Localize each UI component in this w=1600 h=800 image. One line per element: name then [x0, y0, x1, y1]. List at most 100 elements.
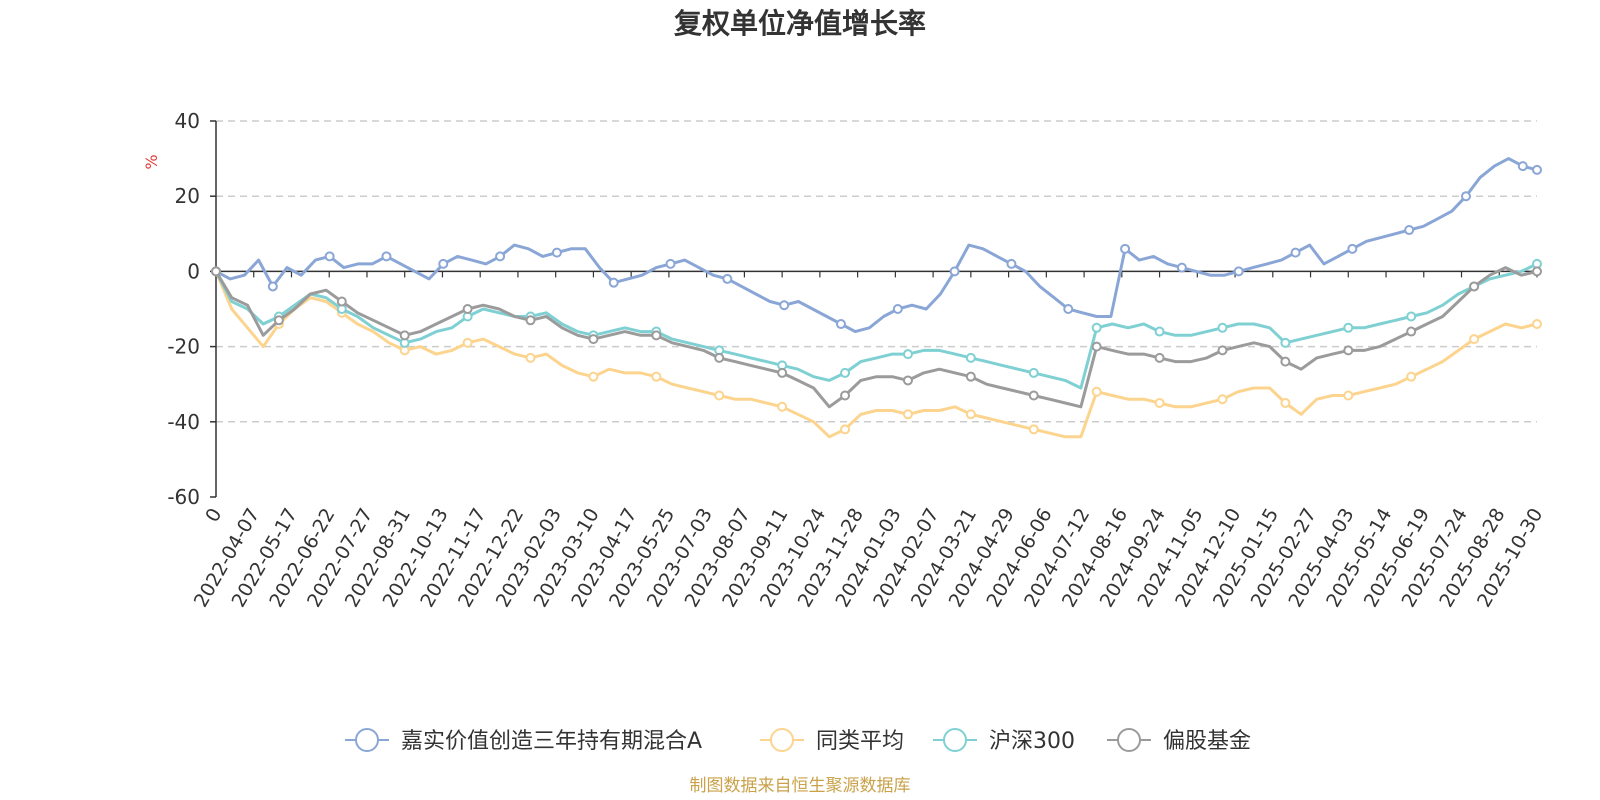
- series-point: [462, 337, 473, 348]
- axes: [210, 120, 1538, 498]
- series-point: [1406, 371, 1417, 382]
- grid-lines: [216, 120, 1537, 423]
- series-point: [651, 371, 662, 382]
- series-point: [551, 247, 562, 258]
- series-point: [1469, 334, 1480, 345]
- chart-title: 复权单位净值增长率: [674, 7, 926, 40]
- series-point: [1217, 394, 1228, 405]
- series-point: [1347, 243, 1358, 254]
- series-point: [965, 352, 976, 363]
- series-line: [214, 262, 1538, 390]
- series-point: [588, 371, 599, 382]
- series-point: [1532, 266, 1542, 277]
- series-point: [1154, 326, 1165, 337]
- series-point: [835, 319, 846, 330]
- legend-marker: [770, 728, 794, 752]
- series-point: [777, 367, 788, 378]
- series-point: [1006, 258, 1017, 269]
- legend-label: 同类平均: [816, 729, 904, 754]
- legend-marker: [355, 728, 379, 752]
- series-point: [324, 251, 335, 262]
- series-line: [214, 270, 1538, 439]
- series-point: [1091, 386, 1102, 397]
- series-point: [211, 266, 221, 277]
- y-tick-label: -40: [167, 410, 200, 434]
- series-point: [525, 352, 536, 363]
- series-point: [892, 304, 903, 314]
- series-line: [214, 266, 1538, 409]
- series-point: [840, 390, 851, 401]
- series-lines: [211, 157, 1542, 439]
- series-point: [722, 273, 733, 284]
- y-tick-label: -60: [167, 485, 200, 509]
- series-3: [211, 266, 1542, 409]
- series-point: [267, 281, 278, 292]
- legend-item-3[interactable]: 偏股基金: [1107, 728, 1251, 754]
- x-tick-label: 0: [201, 505, 226, 526]
- series-point: [1280, 356, 1291, 367]
- series-point: [1343, 345, 1354, 356]
- series-point: [273, 315, 284, 326]
- series-point: [1233, 266, 1244, 277]
- y-tick-label: 0: [187, 259, 200, 283]
- series-point: [965, 371, 976, 382]
- x-tick-labels: 02022-04-072022-05-172022-06-222022-07-2…: [190, 505, 1548, 612]
- source-note: 制图数据来自恒生聚源数据库: [690, 776, 911, 796]
- series-point: [1406, 311, 1417, 322]
- legend[interactable]: 嘉实价值创造三年持有期混合A 同类平均 沪深300 偏股基金: [345, 728, 1251, 754]
- series-point: [525, 315, 536, 326]
- series-point: [665, 258, 676, 269]
- series-point: [1154, 352, 1165, 363]
- series-0: [211, 157, 1542, 334]
- series-point: [902, 375, 913, 386]
- series-point: [1091, 322, 1102, 333]
- legend-marker: [1117, 728, 1141, 752]
- legend-label: 沪深300: [989, 729, 1075, 754]
- series-point: [1343, 390, 1354, 401]
- series-point: [840, 424, 851, 435]
- series-point: [1091, 341, 1102, 352]
- series-point: [1517, 161, 1528, 172]
- series-point: [1404, 225, 1415, 236]
- legend-item-2[interactable]: 沪深300: [933, 728, 1075, 754]
- legend-label: 偏股基金: [1163, 729, 1251, 754]
- series-point: [381, 251, 392, 262]
- series-point: [608, 277, 619, 288]
- series-point: [1469, 281, 1480, 292]
- series-point: [651, 330, 662, 341]
- series-point: [902, 409, 913, 420]
- series-point: [965, 409, 976, 420]
- series-point: [399, 330, 410, 341]
- y-axis-unit: %: [142, 154, 161, 169]
- series-point: [1290, 247, 1301, 258]
- series-point: [1460, 191, 1471, 202]
- y-tick-label: 40: [175, 109, 200, 133]
- series-line: [215, 157, 1538, 334]
- y-tick-label: -20: [167, 335, 200, 359]
- series-point: [588, 334, 599, 345]
- legend-item-0[interactable]: 嘉实价值创造三年持有期混合A: [345, 728, 702, 754]
- series-point: [1280, 398, 1291, 408]
- series-point: [777, 401, 788, 412]
- series-point: [1217, 322, 1228, 333]
- series-point: [714, 352, 725, 363]
- series-point: [1532, 164, 1542, 175]
- series-point: [1154, 398, 1165, 408]
- series-point: [714, 390, 725, 401]
- series-point: [1280, 337, 1291, 348]
- series-point: [949, 266, 960, 277]
- legend-marker: [943, 728, 967, 752]
- series-point: [336, 296, 347, 307]
- series-point: [1217, 345, 1228, 356]
- series-point: [1028, 390, 1039, 401]
- series-point: [902, 349, 913, 360]
- series-point: [1028, 424, 1039, 435]
- series-point: [840, 367, 851, 378]
- series-1: [211, 266, 1542, 439]
- series-point: [495, 251, 506, 262]
- series-point: [1406, 326, 1417, 337]
- series-point: [1028, 367, 1039, 378]
- legend-item-1[interactable]: 同类平均: [760, 728, 904, 754]
- series-point: [779, 300, 790, 311]
